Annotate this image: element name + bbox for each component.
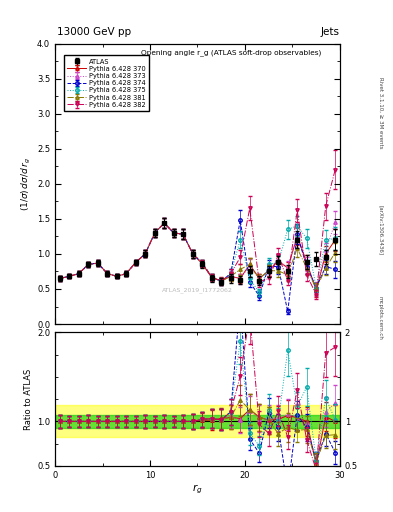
Y-axis label: Ratio to ATLAS: Ratio to ATLAS	[24, 369, 33, 430]
Text: Rivet 3.1.10, ≥ 3M events: Rivet 3.1.10, ≥ 3M events	[378, 77, 383, 148]
Text: ATLAS_2019_I1772062: ATLAS_2019_I1772062	[162, 288, 233, 293]
Text: Jets: Jets	[320, 27, 339, 37]
Text: [arXiv:1306.3436]: [arXiv:1306.3436]	[378, 205, 383, 255]
Text: Opening angle r_g (ATLAS soft-drop observables): Opening angle r_g (ATLAS soft-drop obser…	[141, 49, 322, 56]
Text: mcplots.cern.ch: mcplots.cern.ch	[378, 295, 383, 339]
Legend: ATLAS, Pythia 6.428 370, Pythia 6.428 373, Pythia 6.428 374, Pythia 6.428 375, P: ATLAS, Pythia 6.428 370, Pythia 6.428 37…	[64, 55, 149, 111]
Text: 13000 GeV pp: 13000 GeV pp	[57, 27, 131, 37]
X-axis label: $r_g$: $r_g$	[192, 482, 203, 496]
Y-axis label: $(1/\sigma)\,d\sigma/d\,r_g$: $(1/\sigma)\,d\sigma/d\,r_g$	[20, 157, 33, 211]
